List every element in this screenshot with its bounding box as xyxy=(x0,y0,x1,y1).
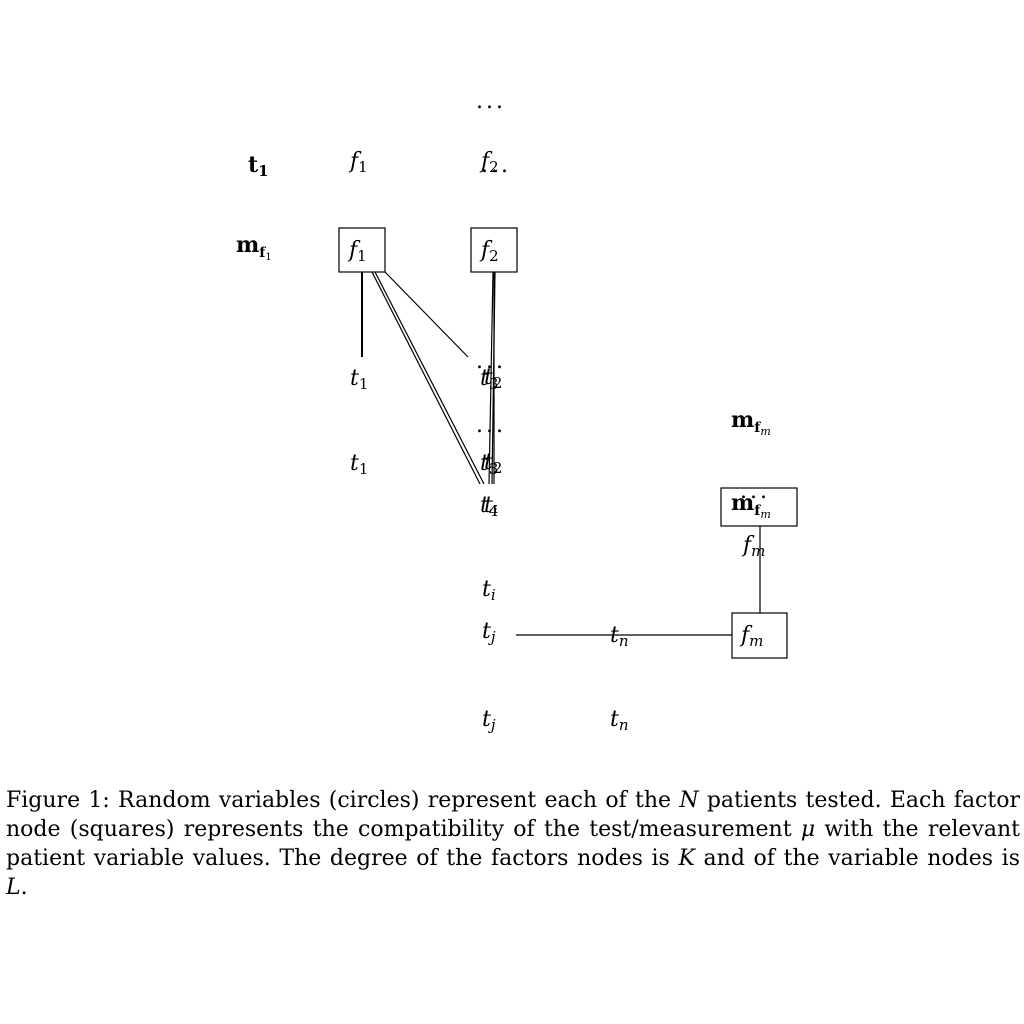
dots-row2: ... xyxy=(476,413,506,438)
factor-f2-label: f2 xyxy=(479,238,499,265)
label-tn-bottom: tn xyxy=(610,707,629,734)
caption-part4: and of the variable nodes is xyxy=(694,846,1020,871)
label-t-row1-overlap: t2 xyxy=(484,365,502,392)
factor-f1-label: f1 xyxy=(347,238,367,265)
caption-mu: μ xyxy=(800,817,816,842)
factor-mfm-label: mfm xyxy=(731,490,771,521)
label-ti: ti xyxy=(482,577,496,604)
label-t1-bold: t1 xyxy=(248,152,269,180)
caption-l: L xyxy=(6,875,21,900)
top-dots: ... xyxy=(476,89,506,114)
dots-mfm: ... xyxy=(740,479,770,504)
edge-f2-t-a xyxy=(488,271,494,485)
factor-box-mfm xyxy=(720,487,798,527)
label-m-fm-top: mfm xyxy=(731,407,771,438)
edge-f1-t4-a xyxy=(371,271,481,485)
label-t-row1: t3 xyxy=(480,366,498,393)
figure-caption: Figure 1: Random variables (circles) rep… xyxy=(6,786,1020,902)
factor-graph-diagram: ... t1 f1 f2 ... mf1 f1 f2 t1 t3 t2 ... … xyxy=(236,89,798,734)
caption-part5: . xyxy=(20,875,28,900)
edge-f1-dots xyxy=(384,271,469,358)
label-m-f1: mf1 xyxy=(236,232,272,263)
label-t1-row2: t1 xyxy=(350,451,368,478)
label-t-row2: t3 xyxy=(480,451,498,478)
label-t4: t4 xyxy=(480,493,498,520)
label-f2-top-dots: ... xyxy=(481,153,511,178)
caption-k: K xyxy=(678,846,695,871)
factor-fm-label: fm xyxy=(739,623,763,650)
label-tn: tn xyxy=(610,623,629,650)
caption-n: N xyxy=(679,788,699,813)
label-tj: tj xyxy=(482,619,496,646)
caption-part1: Figure 1: Random variables (circles) rep… xyxy=(6,788,680,813)
caption-part2: patients tested. Each factor node (squar… xyxy=(6,788,1020,842)
dots-row1: ... xyxy=(476,349,506,374)
label-t1-row1: t1 xyxy=(350,366,368,393)
label-tj-bottom: tj xyxy=(482,707,496,734)
label-t-row2-overlap: t2 xyxy=(484,450,502,477)
label-ti-overlap: ti xyxy=(484,493,498,520)
label-f1-top: f1 xyxy=(348,149,368,176)
label-fm: fm xyxy=(741,533,765,560)
edge-f1-t4-b xyxy=(374,271,485,485)
caption-part3: with the relevant patient variable value… xyxy=(6,817,1020,871)
